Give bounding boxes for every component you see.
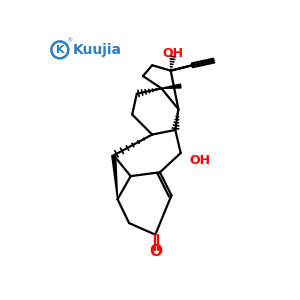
Text: ®: ®	[66, 38, 72, 43]
Text: OH: OH	[163, 47, 184, 60]
Polygon shape	[161, 84, 181, 88]
Text: OH: OH	[190, 154, 211, 167]
Polygon shape	[112, 155, 118, 199]
Text: O: O	[149, 244, 162, 259]
Text: Kuujia: Kuujia	[73, 43, 122, 57]
Text: K: K	[56, 45, 64, 55]
